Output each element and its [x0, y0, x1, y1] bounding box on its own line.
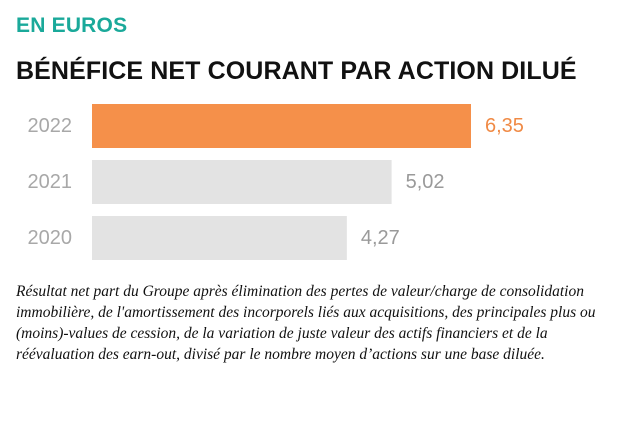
value-label-2021: 5,02 — [406, 171, 445, 193]
bar-chart: 2022 6,35 2021 5,02 2020 4,27 — [28, 104, 524, 260]
category-label-2021: 2021 — [28, 171, 73, 193]
chart-title: BÉNÉFICE NET COURANT PAR ACTION DILUÉ — [16, 57, 577, 85]
footnote: Résultat net part du Groupe après élimin… — [16, 283, 596, 363]
value-label-2022: 6,35 — [485, 115, 524, 137]
category-label-2022: 2022 — [28, 115, 73, 137]
unit-label: EN EUROS — [16, 14, 128, 37]
value-label-2020: 4,27 — [361, 227, 400, 249]
bar-2021 — [92, 160, 392, 204]
category-label-2020: 2020 — [28, 227, 73, 249]
bar-2022 — [92, 104, 471, 148]
bar-2020 — [92, 216, 347, 260]
